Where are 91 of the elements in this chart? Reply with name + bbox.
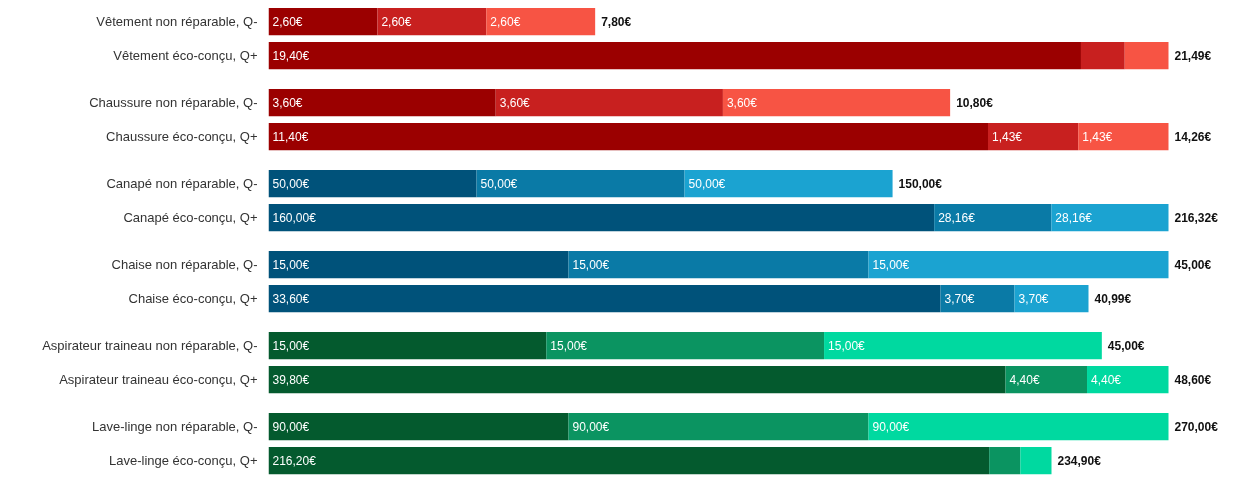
bar (268, 250, 569, 279)
bar (476, 169, 685, 198)
bar (268, 123, 988, 151)
bar (268, 366, 1006, 394)
data-label: 216,20€ (272, 453, 317, 468)
data-label: 2,60€ (272, 14, 303, 29)
total-label: 48,60€ (1174, 372, 1212, 387)
total-label: 40,99€ (1094, 291, 1132, 306)
bar (268, 331, 547, 360)
data-label: 19,40€ (272, 48, 310, 63)
data-label: 90,00€ (572, 419, 610, 434)
data-label: 3,70€ (1018, 291, 1049, 306)
bar (268, 7, 378, 36)
bar (868, 250, 1169, 279)
y-tick-label: Chaise non réparable, Q- (111, 257, 258, 273)
data-label: 3,70€ (944, 291, 975, 306)
bar (268, 285, 941, 313)
data-label: 4,40€ (1009, 372, 1040, 387)
total-label: 216,32€ (1174, 210, 1219, 225)
y-tick-label: Chaussure éco-conçu, Q+ (106, 129, 258, 145)
total-label: 10,80€ (956, 95, 994, 110)
data-label: 2,60€ (490, 14, 521, 29)
data-label: 15,00€ (550, 338, 588, 353)
bar (1005, 366, 1088, 394)
data-label: 90,00€ (872, 419, 910, 434)
data-label: 1,43€ (992, 129, 1023, 144)
bar (268, 169, 477, 198)
bar (934, 204, 1052, 232)
data-label: 50,00€ (480, 176, 518, 191)
bar (1078, 123, 1169, 151)
bar (722, 88, 951, 117)
y-tick-label: Lave-linge non réparable, Q- (92, 419, 258, 435)
bar (824, 331, 1102, 360)
y-tick-label: Chaussure non réparable, Q- (89, 95, 258, 111)
data-label: 33,60€ (272, 291, 310, 306)
bar (546, 331, 825, 360)
data-label: 50,00€ (272, 176, 310, 191)
data-label: 90,00€ (272, 419, 310, 434)
data-label: 3,60€ (726, 95, 758, 110)
bar (568, 412, 869, 441)
bar (868, 412, 1169, 441)
data-label: 160,00€ (272, 210, 317, 225)
bar (989, 447, 1021, 475)
bar (1080, 42, 1125, 70)
bar (684, 169, 893, 198)
data-label: 3,60€ (499, 95, 531, 110)
bar (268, 412, 569, 441)
bar (377, 7, 487, 36)
y-tick-label: Chaise éco-conçu, Q+ (128, 291, 258, 307)
total-label: 150,00€ (898, 176, 943, 191)
data-label: 15,00€ (272, 338, 310, 353)
data-label: 39,80€ (272, 372, 310, 387)
data-label: 15,00€ (572, 257, 610, 272)
bar (568, 250, 869, 279)
bar (268, 204, 935, 232)
bar (940, 285, 1015, 313)
data-label: 3,60€ (272, 95, 303, 110)
total-label: 270,00€ (1174, 419, 1219, 434)
bar (495, 88, 723, 117)
total-label: 14,26€ (1174, 129, 1212, 144)
bar (1124, 42, 1169, 70)
data-label: 1,43€ (1082, 129, 1113, 144)
y-tick-label: Vêtement non réparable, Q- (96, 14, 258, 30)
bar (1087, 366, 1169, 394)
bar (988, 123, 1079, 151)
total-label: 45,00€ (1107, 338, 1145, 353)
bar (486, 7, 596, 36)
y-tick-label: Canapé non réparable, Q- (106, 176, 258, 192)
total-label: 45,00€ (1174, 257, 1212, 272)
bar (268, 88, 496, 117)
total-label: 7,80€ (601, 14, 632, 29)
bar (1051, 204, 1169, 232)
bar (1014, 285, 1089, 313)
total-label: 234,90€ (1057, 453, 1102, 468)
data-label: 28,16€ (938, 210, 976, 225)
data-label: 28,16€ (1055, 210, 1093, 225)
y-tick-label: Canapé éco-conçu, Q+ (123, 210, 258, 226)
y-tick-label: Vêtement éco-conçu, Q+ (113, 48, 258, 64)
data-label: 11,40€ (272, 129, 309, 144)
data-label: 4,40€ (1091, 372, 1122, 387)
data-label: 15,00€ (828, 338, 866, 353)
total-label: 21,49€ (1174, 48, 1212, 63)
bar (1020, 447, 1052, 475)
data-label: 15,00€ (272, 257, 310, 272)
y-tick-label: Aspirateur traineau éco-conçu, Q+ (59, 372, 258, 388)
bar (268, 447, 990, 475)
y-tick-label: Aspirateur traineau non réparable, Q- (42, 338, 258, 354)
data-label: 50,00€ (688, 176, 726, 191)
data-label: 2,60€ (381, 14, 412, 29)
y-tick-label: Lave-linge éco-conçu, Q+ (109, 453, 258, 469)
data-label: 15,00€ (872, 257, 910, 272)
